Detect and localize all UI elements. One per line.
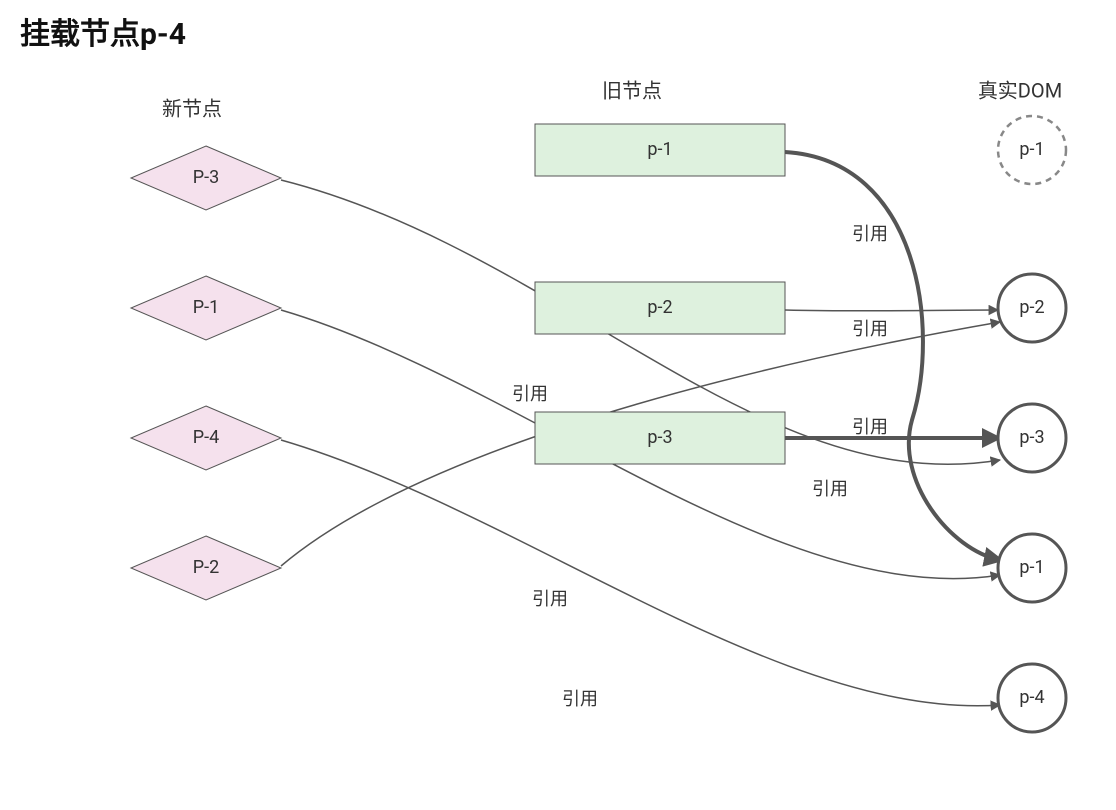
svg-text:P-1: P-1 xyxy=(193,297,219,318)
edge-label-nP2-dP2: 引用 xyxy=(512,384,548,405)
diagram-canvas: P-3 P-1 P-4 P-2 p-1 p-2 p-3 p-1 p-2 p-3 p-1 p-4 挂载节… xyxy=(0,0,1116,810)
svg-text:P-3: P-3 xyxy=(193,167,219,188)
column-header-old: 旧节点 xyxy=(602,78,662,102)
svg-text:p-2: p-2 xyxy=(1019,297,1044,318)
svg-text:p-1: p-1 xyxy=(1019,139,1044,160)
column-header-dom: 真实DOM xyxy=(978,78,1062,102)
edge-label-nP3-dP3: 引用 xyxy=(812,479,848,500)
edge-label-oP1-dP1: 引用 xyxy=(852,224,888,245)
svg-text:P-4: P-4 xyxy=(193,427,219,448)
node-dP3: p-3 xyxy=(998,404,1066,472)
node-dP2: p-2 xyxy=(998,274,1066,342)
column-header-new: 新节点 xyxy=(162,96,222,120)
edge-label-oP2-dP2: 引用 xyxy=(852,319,888,340)
node-dP4: p-4 xyxy=(998,664,1066,732)
edge-oP2-dP2 xyxy=(785,310,998,311)
node-dP1g: p-1 xyxy=(998,116,1066,184)
node-oP2: p-2 xyxy=(535,282,785,334)
edge-label-nP1-dP1: 引用 xyxy=(532,589,568,610)
svg-text:p-4: p-4 xyxy=(1019,687,1044,708)
node-nP1: P-1 xyxy=(131,276,281,340)
diagram-svg: P-3 P-1 P-4 P-2 p-1 p-2 p-3 p-1 p-2 p-3 p-1 p-4 挂载节… xyxy=(0,0,1116,810)
svg-text:p-3: p-3 xyxy=(1019,427,1044,448)
svg-text:p-2: p-2 xyxy=(647,297,672,318)
node-nP2: P-2 xyxy=(131,536,281,600)
node-oP3: p-3 xyxy=(535,412,785,464)
diagram-title: 挂载节点p-4 xyxy=(20,17,186,52)
node-nP4: P-4 xyxy=(131,406,281,470)
svg-text:P-2: P-2 xyxy=(193,557,219,578)
svg-text:p-3: p-3 xyxy=(647,427,672,448)
edge-label-nP4-dP4: 引用 xyxy=(562,689,598,710)
node-nP3: P-3 xyxy=(131,146,281,210)
node-oP1: p-1 xyxy=(535,124,785,176)
svg-text:p-1: p-1 xyxy=(1019,557,1044,578)
edge-label-oP3-dP3: 引用 xyxy=(852,417,888,438)
node-dP1: p-1 xyxy=(998,534,1066,602)
svg-text:p-1: p-1 xyxy=(647,139,672,160)
